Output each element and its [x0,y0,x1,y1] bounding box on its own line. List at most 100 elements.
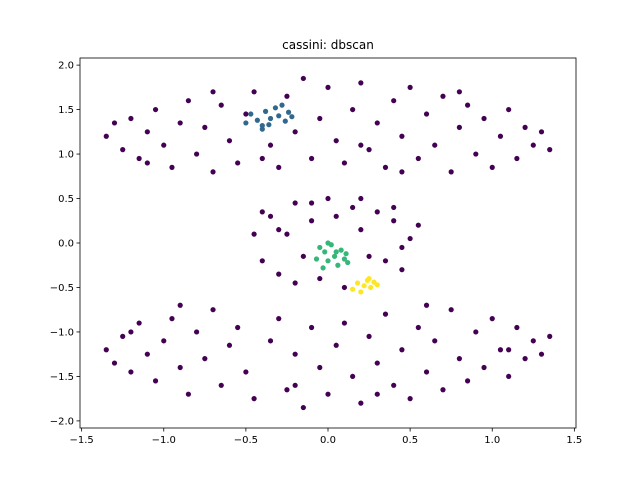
data-point [210,89,216,95]
data-point [152,378,159,384]
data-point [358,289,364,295]
data-point [391,382,397,388]
data-point [218,102,224,108]
data-point [522,356,528,362]
data-point [432,338,438,344]
data-point [136,320,142,326]
data-point [317,244,323,251]
data-point [279,102,285,108]
data-point [350,286,356,292]
data-point [259,155,265,162]
data-point [285,109,292,115]
y-tick-label: −1.5 [50,372,74,383]
data-point [161,338,167,344]
data-point [202,356,208,362]
data-point [128,115,134,122]
data-point [120,333,126,339]
data-point [289,114,295,120]
data-point [185,98,191,104]
data-point [399,267,405,273]
data-point [333,213,339,219]
data-point [456,356,462,362]
data-point [300,75,306,82]
data-point [335,262,341,268]
data-point [368,284,374,291]
data-point [407,396,413,402]
data-point [514,155,520,162]
data-point [325,195,331,202]
data-point [276,316,282,322]
data-point [448,307,454,313]
y-tick-label: −2.0 [50,416,74,427]
data-point [341,320,348,326]
data-point [194,151,200,157]
data-point [358,195,364,202]
data-point [177,120,183,126]
data-point [226,138,233,144]
data-point [530,338,536,344]
data-point [276,164,282,170]
data-point [251,89,257,95]
data-point [538,351,545,357]
x-tick-label: −0.5 [234,435,258,446]
data-point [331,253,338,259]
data-point [325,258,331,264]
y-tick-label: −1.0 [50,327,74,338]
x-tick-label: −1.5 [69,435,93,446]
data-point [235,160,241,166]
data-point [423,369,430,375]
data-point [194,329,200,335]
data-point [345,259,351,266]
data-point [243,120,249,126]
data-point [300,404,306,411]
data-point [489,164,495,170]
data-point [481,115,487,122]
data-point [374,282,380,288]
data-point [374,391,380,397]
data-point [308,200,315,206]
data-point [103,347,109,353]
data-point [350,204,356,211]
data-point [399,347,405,353]
data-point [128,329,134,335]
data-point [144,160,150,166]
data-point [456,89,462,95]
data-point [361,283,367,289]
data-point [391,98,397,104]
data-point [407,235,413,242]
data-point [341,284,348,291]
data-point [111,120,118,126]
data-point [374,209,380,215]
data-point [415,222,421,228]
data-point [547,333,553,339]
data-point [473,329,479,335]
data-point [415,155,421,162]
data-point [322,249,328,255]
data-point [382,311,389,317]
data-point [440,93,446,99]
data-point [259,258,265,264]
data-point [284,231,290,237]
data-point [267,338,274,344]
data-point [465,102,471,108]
data-point [152,106,159,113]
data-point [407,84,413,90]
data-point [276,271,282,277]
data-point [284,387,290,393]
data-point [267,213,274,219]
data-point [243,111,249,117]
x-tick-label: −1.0 [152,435,176,446]
y-axis: −2.0 −1.5 −1.0 −0.5 0.0 0.5 1.0 1.5 2.0 [50,61,80,427]
data-point [325,84,331,90]
data-point [317,275,323,282]
data-point [506,347,512,353]
data-point [415,324,421,331]
data-point [276,227,282,233]
data-point [267,142,274,148]
y-tick-label: 0.5 [58,194,74,205]
data-point [177,302,183,308]
data-point [251,231,257,237]
points-layer [103,75,553,411]
data-point [333,342,339,348]
data-point [399,133,405,139]
